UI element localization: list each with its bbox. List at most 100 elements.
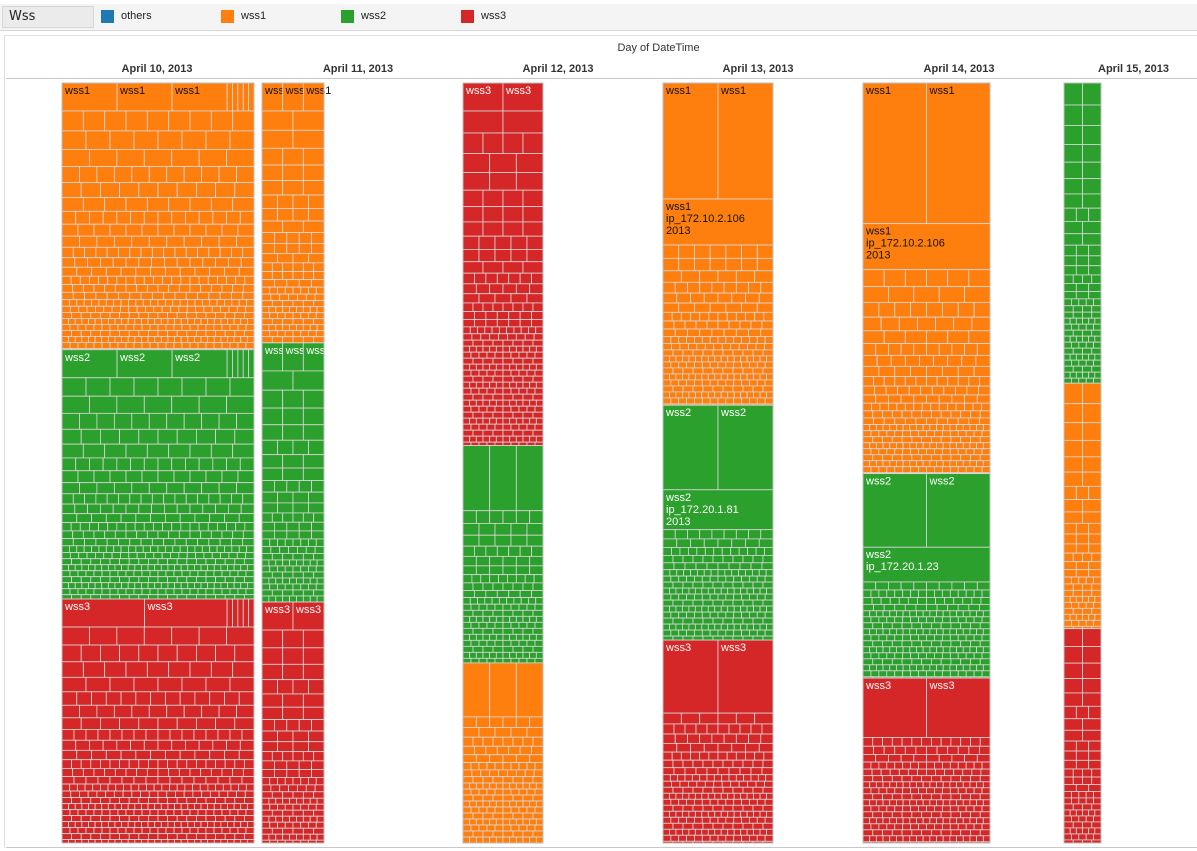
treemap-cell[interactable]: [950, 436, 962, 444]
treemap-cell[interactable]: [313, 336, 325, 344]
treemap-cell[interactable]: [61, 522, 72, 532]
treemap-cell[interactable]: [670, 816, 680, 824]
treemap-cell[interactable]: [690, 292, 705, 304]
treemap-cell[interactable]: [302, 553, 315, 561]
treemap-cell[interactable]: [976, 343, 991, 356]
treemap-cell[interactable]: [248, 598, 255, 628]
treemap-cell[interactable]: [96, 482, 115, 495]
treemap-cell[interactable]: [187, 318, 195, 325]
treemap-cell[interactable]: [210, 197, 234, 212]
treemap-cell[interactable]: [1094, 335, 1102, 343]
treemap-cell[interactable]: [739, 320, 752, 330]
treemap-cell[interactable]: [973, 761, 983, 770]
treemap-cell[interactable]: [160, 336, 169, 343]
treemap-cell[interactable]: [131, 482, 150, 495]
treemap-cell[interactable]: [502, 788, 512, 796]
treemap-cell[interactable]: [746, 623, 754, 631]
treemap-cell[interactable]: [201, 790, 211, 798]
treemap-cell[interactable]: [968, 745, 980, 755]
treemap-cell[interactable]: [531, 745, 544, 756]
treemap-cell[interactable]: [269, 803, 278, 811]
treemap-cell[interactable]: [878, 634, 888, 642]
treemap-cell[interactable]: [913, 343, 927, 356]
treemap-cell[interactable]: [292, 741, 309, 753]
treemap-cell[interactable]: [882, 775, 893, 783]
treemap-cell[interactable]: [197, 342, 207, 349]
treemap-cell[interactable]: [61, 110, 84, 132]
treemap-cell[interactable]: [727, 587, 735, 595]
treemap-cell[interactable]: [1088, 485, 1102, 500]
treemap-cell[interactable]: [469, 782, 477, 790]
treemap-cell[interactable]: [229, 377, 255, 397]
treemap-cell[interactable]: [1069, 809, 1077, 817]
treemap-cell[interactable]: [236, 704, 255, 719]
treemap-cell[interactable]: [878, 589, 888, 598]
treemap-cell[interactable]: [669, 774, 679, 782]
treemap-cell[interactable]: [662, 244, 680, 259]
treemap-cell[interactable]: [167, 558, 178, 566]
treemap-cell[interactable]: [756, 816, 766, 824]
treemap-cell[interactable]: [949, 799, 957, 807]
treemap-cell[interactable]: [170, 552, 180, 560]
treemap-cell[interactable]: [180, 336, 189, 343]
treemap-cell[interactable]: [862, 640, 874, 648]
treemap-cell[interactable]: [1085, 576, 1094, 585]
treemap-cell[interactable]: [960, 622, 971, 630]
treemap-cell[interactable]: [1091, 305, 1102, 313]
treemap-cell[interactable]: [520, 326, 529, 335]
treemap-cell[interactable]: [672, 786, 684, 794]
treemap-cell[interactable]: [673, 320, 686, 330]
treemap-cell[interactable]: [1069, 353, 1077, 361]
treemap-cell[interactable]: [462, 387, 472, 395]
treemap-cell[interactable]: [964, 343, 978, 356]
treemap-cell[interactable]: [232, 768, 244, 777]
treemap-cell[interactable]: [742, 759, 754, 769]
treemap-cell[interactable]: [109, 324, 119, 331]
treemap-cell[interactable]: [862, 448, 872, 456]
treemap-cell[interactable]: [308, 439, 325, 456]
treemap-cell[interactable]: [189, 768, 202, 777]
treemap-cell[interactable]: [902, 761, 912, 770]
treemap-cell[interactable]: [755, 547, 765, 556]
treemap-cell[interactable]: [862, 581, 877, 591]
treemap-cell[interactable]: [292, 439, 309, 456]
treemap-cell[interactable]: [973, 589, 983, 598]
treemap-cell[interactable]: [210, 661, 234, 678]
treemap-cell[interactable]: [175, 790, 185, 798]
treemap-cell[interactable]: [105, 545, 115, 553]
treemap-cell[interactable]: [489, 651, 497, 659]
treemap-cell[interactable]: [953, 597, 964, 605]
treemap-cell[interactable]: [982, 628, 991, 636]
treemap-cell[interactable]: [969, 628, 978, 636]
treemap-cell[interactable]: [61, 626, 90, 646]
legend-field-label[interactable]: Wss: [2, 6, 94, 28]
treemap-cell[interactable]: [502, 399, 511, 407]
treemap-cell[interactable]: [68, 336, 76, 343]
treemap-cell[interactable]: [109, 342, 119, 349]
treemap-tile[interactable]: [662, 198, 774, 246]
treemap-cell[interactable]: [902, 616, 912, 624]
treemap-cell[interactable]: [862, 603, 874, 612]
treemap-cell[interactable]: [315, 312, 325, 320]
treemap-cell[interactable]: [104, 110, 127, 132]
treemap-cell[interactable]: [901, 436, 913, 444]
treemap-cell[interactable]: [973, 616, 983, 624]
treemap-cell[interactable]: [682, 759, 694, 769]
treemap-cell[interactable]: [232, 197, 255, 212]
treemap-cell[interactable]: [215, 644, 236, 663]
treemap-cell[interactable]: [872, 737, 883, 747]
treemap-cell[interactable]: [1078, 359, 1087, 367]
treemap-cell[interactable]: [862, 354, 878, 367]
treemap-cell[interactable]: [878, 365, 896, 377]
treemap-cell[interactable]: [752, 759, 764, 769]
treemap-cell[interactable]: [87, 503, 101, 515]
treemap-cell[interactable]: [1082, 499, 1102, 513]
treemap-cell[interactable]: [722, 804, 734, 812]
treemap-cell[interactable]: [515, 283, 531, 295]
treemap-cell[interactable]: [694, 593, 703, 601]
treemap-cell[interactable]: [197, 809, 207, 817]
treemap-cell[interactable]: [128, 576, 140, 584]
treemap-cell[interactable]: [472, 339, 484, 347]
treemap-cell[interactable]: [515, 574, 526, 584]
treemap-cell[interactable]: [261, 589, 273, 597]
